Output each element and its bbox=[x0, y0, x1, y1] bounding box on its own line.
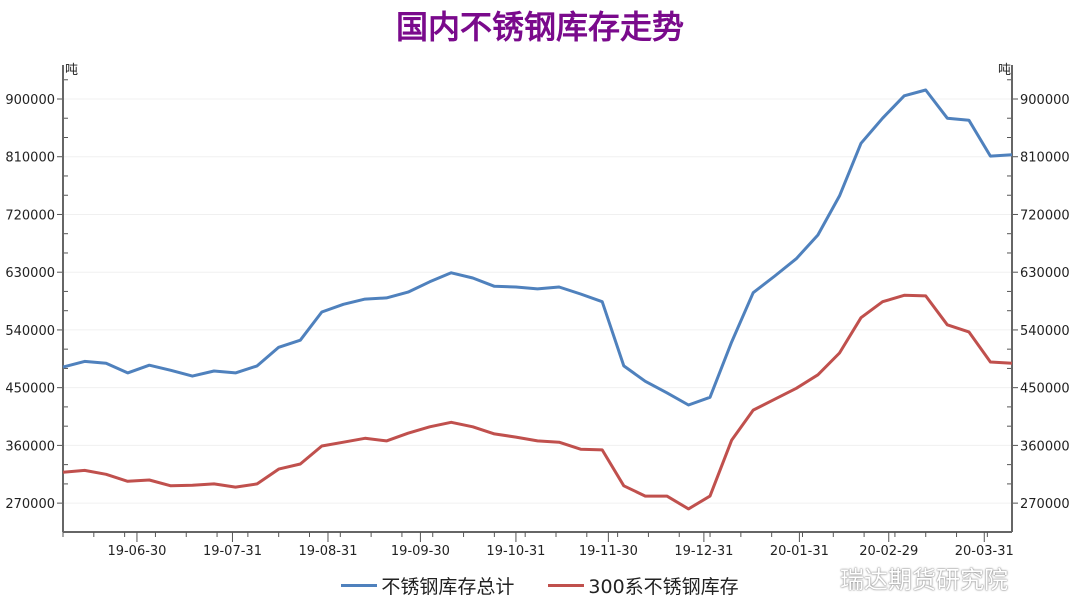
y-tick-label-right: 720000 bbox=[1020, 208, 1070, 223]
legend-swatch bbox=[341, 584, 378, 587]
x-tick-label: 19-12-31 bbox=[674, 544, 733, 559]
series-line-1 bbox=[62, 293, 1013, 511]
y-tick-label-right: 540000 bbox=[1020, 324, 1070, 339]
x-tick-label: 20-03-31 bbox=[955, 544, 1014, 559]
y-tick-label-left: 540000 bbox=[5, 324, 55, 339]
x-tick-label: 19-10-31 bbox=[486, 544, 545, 559]
x-tick-label: 19-09-30 bbox=[391, 544, 450, 559]
legend-swatch bbox=[548, 584, 585, 587]
x-tick-label: 19-08-31 bbox=[298, 544, 357, 559]
y-tick-label-left: 450000 bbox=[5, 382, 55, 397]
y-tick-label-right: 450000 bbox=[1020, 382, 1070, 397]
y-tick-label-right: 630000 bbox=[1020, 266, 1070, 281]
y-unit-left: 吨 bbox=[65, 63, 78, 78]
series-line-0 bbox=[62, 88, 1013, 407]
y-tick-label-left: 270000 bbox=[5, 497, 55, 512]
x-tick-label: 19-06-30 bbox=[107, 544, 166, 559]
x-tick-label: 20-02-29 bbox=[859, 544, 918, 559]
y-tick-label-left: 900000 bbox=[5, 93, 55, 108]
y-tick-label-left: 630000 bbox=[5, 266, 55, 281]
y-tick-label-right: 360000 bbox=[1020, 439, 1070, 454]
x-tick-label: 19-11-30 bbox=[579, 544, 638, 559]
y-tick-label-left: 810000 bbox=[5, 151, 55, 166]
y-tick-label-left: 720000 bbox=[5, 208, 55, 223]
y-tick-label-right: 810000 bbox=[1020, 151, 1070, 166]
legend-label: 不锈钢库存总计 bbox=[381, 576, 515, 598]
y-tick-label-right: 270000 bbox=[1020, 497, 1070, 512]
y-tick-label-left: 360000 bbox=[5, 439, 55, 454]
x-tick-label: 20-01-31 bbox=[770, 544, 829, 559]
y-unit-right: 吨 bbox=[998, 63, 1011, 78]
legend-item-300: 300系不锈钢库存 bbox=[548, 572, 739, 599]
legend-label: 300系不锈钢库存 bbox=[588, 576, 739, 598]
y-tick-label-right: 900000 bbox=[1020, 93, 1070, 108]
legend-item-total: 不锈钢库存总计 bbox=[341, 572, 514, 599]
watermark: 瑞达期货研究院 bbox=[840, 566, 1008, 594]
x-tick-label: 19-07-31 bbox=[203, 544, 262, 559]
legend: 不锈钢库存总计 300系不锈钢库存 bbox=[0, 570, 1080, 599]
chart-title: 国内不锈钢库存走势 bbox=[395, 8, 684, 46]
